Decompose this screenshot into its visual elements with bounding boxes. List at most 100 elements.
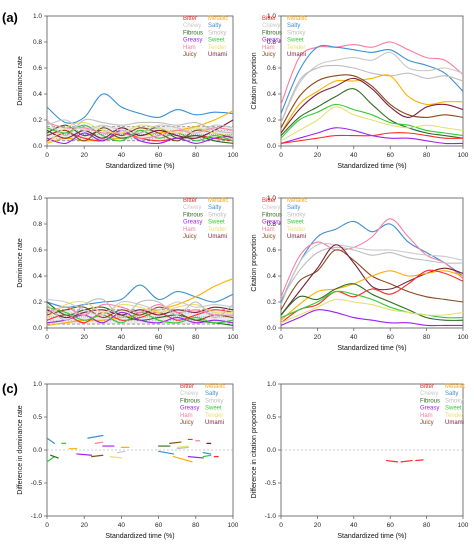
legend-entry-tender: Tender	[287, 227, 305, 233]
x-tick-label: 80	[423, 522, 431, 529]
legend-entry-juicy: Juicy	[180, 420, 194, 426]
x-tick-label: 100	[458, 152, 469, 159]
legend-entry-bitter: Bitter	[262, 198, 276, 204]
segment-juicy	[91, 454, 104, 458]
legend-entry-ham: Ham	[180, 413, 193, 419]
segment-bitter	[415, 459, 424, 462]
x-axis-label: Standardized time (%)	[337, 163, 406, 170]
plot-frame	[46, 15, 234, 147]
segment-salty	[158, 450, 175, 455]
segment-sweet	[202, 454, 212, 458]
y-tick-label: -0.5	[265, 480, 277, 487]
x-tick-label: 20	[314, 522, 322, 529]
legend-entry-greasy: Greasy	[262, 220, 281, 226]
y-tick-label: 0.2	[33, 117, 42, 124]
x-tick-label: 60	[155, 522, 163, 529]
legend-entry-tender: Tender	[445, 413, 463, 419]
x-axis-label: Standardized time (%)	[337, 345, 406, 352]
y-tick-label: 0.6	[33, 247, 42, 254]
legend-entry-ham: Ham	[183, 227, 196, 233]
x-tick-label: 60	[387, 152, 395, 159]
x-tick-label: 0	[45, 334, 49, 341]
legend-entry-greasy: Greasy	[183, 220, 202, 226]
y-axis-label: Difference in dominance rate	[17, 405, 24, 494]
series-line-ham	[46, 303, 234, 316]
panel-label-c: (c)	[2, 381, 18, 396]
legend-entry-juicy: Juicy	[420, 420, 434, 426]
segment-salty	[46, 437, 56, 444]
legend-entry-salty: Salty	[208, 205, 221, 211]
series-line-bitter	[280, 269, 464, 324]
legend-entry-sweet: Sweet	[445, 406, 462, 412]
y-tick-label: 0.0	[33, 325, 42, 332]
segment-smoky	[176, 446, 189, 450]
legend-entry-salty: Salty	[287, 23, 300, 29]
legend-entry-salty: Salty	[208, 23, 221, 29]
y-tick-label: 0.0	[267, 143, 276, 150]
segment-chewy	[117, 450, 126, 454]
legend-entry-sweet: Sweet	[208, 38, 225, 44]
x-tick-label: 0	[279, 152, 283, 159]
legend-entry-umami: Umami	[208, 234, 227, 240]
legend-entry-tender: Tender	[208, 227, 226, 233]
series-line-smoky	[46, 118, 234, 137]
x-tick-label: 80	[423, 152, 431, 159]
segment-tender	[109, 456, 123, 459]
y-axis-label: Citation proportion	[251, 234, 258, 291]
x-tick-label: 0	[279, 522, 283, 529]
segment-juicy	[169, 441, 182, 444]
charts-layer: 0 20 40 60 80 100 0.0 0.2 0.4 0.6 0.8 1.0 Standardiz…	[17, 13, 469, 540]
series-line-umami	[46, 119, 234, 139]
legend-entry-fibrous: Fibrous	[262, 30, 282, 36]
plot-frame	[280, 197, 464, 329]
legend-entry-juicy: Juicy	[183, 234, 197, 240]
segment-group	[46, 434, 219, 463]
x-tick-label: 80	[192, 522, 200, 529]
segment-metallic	[172, 456, 193, 463]
series-group	[46, 278, 234, 326]
series-line-greasy	[280, 309, 463, 327]
legend-entry-tender: Tender	[205, 413, 223, 419]
x-tick-label: 40	[118, 152, 126, 159]
legend-entry-fibrous: Fibrous	[183, 212, 203, 218]
y-tick-label: 0.8	[33, 39, 42, 46]
series-line-tender	[280, 106, 464, 142]
x-tick-label: 100	[228, 334, 239, 341]
series-line-chewy	[280, 51, 464, 123]
legend-entry-sweet: Sweet	[208, 220, 225, 226]
legend-entry-sweet: Sweet	[205, 406, 222, 412]
legend-entry-chewy: Chewy	[262, 23, 280, 29]
y-tick-label: 0.4	[267, 273, 276, 280]
legend-entry-greasy: Greasy	[420, 406, 439, 412]
segment-group	[385, 459, 424, 463]
y-tick-label: 0.4	[33, 91, 42, 98]
x-tick-label: 100	[458, 334, 469, 341]
legend-entry-tender: Tender	[287, 45, 305, 51]
legend-entry-ham: Ham	[262, 227, 275, 233]
series-line-chewy	[46, 119, 234, 134]
segment-bitter	[385, 459, 399, 463]
series-line-sweet	[280, 103, 464, 139]
segment-ham	[94, 441, 104, 444]
panel-label-a: (a)	[2, 10, 18, 25]
series-line-bitter	[46, 309, 234, 324]
plot-frame	[46, 197, 234, 329]
series-line-tender	[46, 122, 234, 144]
segment-salty	[87, 434, 104, 439]
y-tick-label: 0.0	[267, 447, 276, 454]
legend-entry-smoky: Smoky	[205, 398, 223, 404]
legend-entry-bitter: Bitter	[183, 16, 197, 22]
y-tick-label: 0.0	[33, 447, 42, 454]
series-line-sweet	[280, 290, 464, 319]
legend-entry-chewy: Chewy	[183, 205, 201, 211]
legend-entry-bitter: Bitter	[183, 198, 197, 204]
x-axis-label: Standardized time (%)	[105, 533, 174, 540]
series-line-smoky	[46, 298, 234, 321]
series-group	[280, 41, 464, 145]
y-tick-label: 0.4	[33, 273, 42, 280]
y-tick-label: 0.5	[267, 414, 276, 421]
y-tick-label: 0.4	[267, 91, 276, 98]
x-tick-label: 0	[279, 334, 283, 341]
